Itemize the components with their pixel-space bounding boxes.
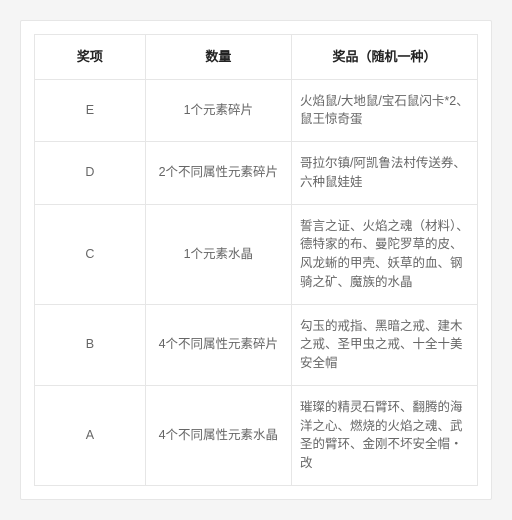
cell-prize: 璀璨的精灵石臂环、翻腾的海洋之心、燃烧的火焰之魂、武圣的臂环、金刚不坏安全帽・改 (291, 385, 477, 485)
cell-prize: 誓言之证、火焰之魂（材料）、德特家的布、曼陀罗草的皮、风龙蜥的甲壳、妖草的血、钢… (291, 204, 477, 304)
cell-qty: 4个不同属性元素碎片 (145, 304, 291, 385)
prize-table-card: 奖项 数量 奖品（随机一种） E 1个元素碎片 火焰鼠/大地鼠/宝石鼠闪卡*2、… (20, 20, 492, 500)
col-header-prize: 奖品（随机一种） (291, 35, 477, 80)
cell-qty: 4个不同属性元素水晶 (145, 385, 291, 485)
table-row: A 4个不同属性元素水晶 璀璨的精灵石臂环、翻腾的海洋之心、燃烧的火焰之魂、武圣… (35, 385, 478, 485)
cell-level: C (35, 204, 146, 304)
table-row: D 2个不同属性元素碎片 哥拉尔镇/阿凯鲁法村传送券、六种鼠娃娃 (35, 142, 478, 205)
cell-prize: 哥拉尔镇/阿凯鲁法村传送券、六种鼠娃娃 (291, 142, 477, 205)
prize-table: 奖项 数量 奖品（随机一种） E 1个元素碎片 火焰鼠/大地鼠/宝石鼠闪卡*2、… (34, 34, 478, 486)
cell-qty: 2个不同属性元素碎片 (145, 142, 291, 205)
table-row: B 4个不同属性元素碎片 勾玉的戒指、黑暗之戒、建木之戒、圣甲虫之戒、十全十美安… (35, 304, 478, 385)
cell-qty: 1个元素碎片 (145, 79, 291, 142)
card-inner: 奖项 数量 奖品（随机一种） E 1个元素碎片 火焰鼠/大地鼠/宝石鼠闪卡*2、… (21, 21, 491, 499)
cell-level: D (35, 142, 146, 205)
cell-prize: 勾玉的戒指、黑暗之戒、建木之戒、圣甲虫之戒、十全十美安全帽 (291, 304, 477, 385)
table-row: C 1个元素水晶 誓言之证、火焰之魂（材料）、德特家的布、曼陀罗草的皮、风龙蜥的… (35, 204, 478, 304)
cell-level: B (35, 304, 146, 385)
table-header-row: 奖项 数量 奖品（随机一种） (35, 35, 478, 80)
cell-level: A (35, 385, 146, 485)
cell-prize: 火焰鼠/大地鼠/宝石鼠闪卡*2、鼠王惊奇蛋 (291, 79, 477, 142)
cell-qty: 1个元素水晶 (145, 204, 291, 304)
table-row: E 1个元素碎片 火焰鼠/大地鼠/宝石鼠闪卡*2、鼠王惊奇蛋 (35, 79, 478, 142)
col-header-level: 奖项 (35, 35, 146, 80)
cell-level: E (35, 79, 146, 142)
col-header-qty: 数量 (145, 35, 291, 80)
